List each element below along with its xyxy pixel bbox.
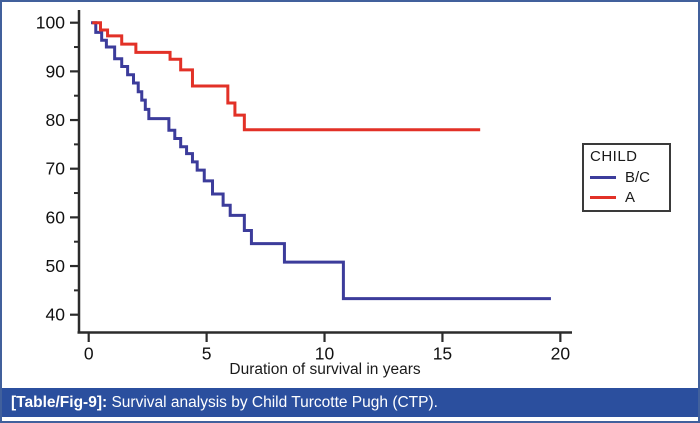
axis-tick-labels: 100 90 80 70 60 50 40 0 5 10 15 20	[36, 13, 571, 364]
y-tick-label: 60	[46, 207, 66, 227]
x-tick-label: 0	[84, 344, 94, 364]
x-tick-label: 10	[315, 344, 335, 364]
legend-swatch-bc	[590, 176, 616, 179]
figure-caption-label: [Table/Fig-9]:	[11, 393, 108, 411]
survival-curves	[91, 21, 551, 301]
y-tick-label: 100	[36, 13, 65, 33]
legend-label-bc: B/C	[625, 169, 651, 186]
x-tick-label: 15	[433, 344, 452, 364]
axes	[77, 10, 572, 334]
axis-ticks	[70, 21, 562, 342]
x-axis-title: Duration of survival in years	[229, 361, 421, 378]
legend-item-bc: B/C	[590, 170, 663, 185]
y-tick-label: 90	[46, 61, 66, 81]
y-tick-label: 80	[46, 110, 66, 130]
x-tick-label: 20	[551, 344, 571, 364]
survival-chart: 100 90 80 70 60 50 40 0 5 10 15 20	[36, 10, 572, 364]
legend-label-a: A	[625, 189, 636, 206]
y-tick-label: 50	[46, 256, 66, 276]
figure-caption: [Table/Fig-9]: Survival analysis by Chil…	[2, 388, 698, 417]
legend-swatch-a	[590, 196, 616, 199]
curve-bc	[91, 21, 551, 301]
curve-a	[92, 21, 481, 132]
legend-item-a: A	[590, 190, 663, 205]
x-tick-label: 5	[202, 344, 212, 364]
legend-title: CHILD	[590, 148, 638, 165]
figure-caption-text: Survival analysis by Child Turcotte Pugh…	[107, 393, 438, 411]
legend-box: CHILD B/C A	[582, 143, 671, 212]
y-tick-label: 40	[46, 305, 66, 325]
y-tick-label: 70	[46, 159, 66, 179]
